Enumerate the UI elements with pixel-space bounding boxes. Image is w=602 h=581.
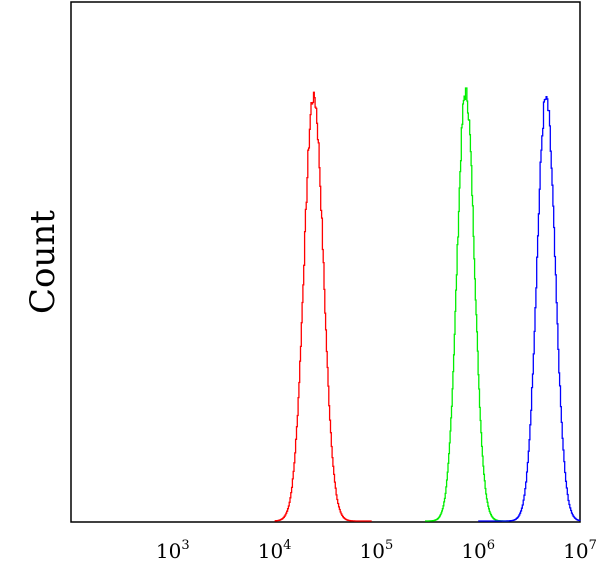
y-axis-label: Count [23, 210, 63, 314]
histogram-series-2 [425, 87, 509, 522]
x-tick-label: 107 [563, 538, 597, 563]
x-tick-label: 106 [461, 538, 495, 563]
histogram-series-3 [478, 96, 581, 522]
plot-frame [70, 1, 581, 523]
series-layer [274, 87, 581, 522]
x-tick-label: 105 [360, 538, 394, 563]
x-tick-label: 104 [258, 538, 292, 563]
x-tick-label: 103 [156, 538, 190, 563]
histogram-series-1 [274, 91, 372, 522]
x-axis-ticks: 103 104 105 106 107 [156, 538, 597, 563]
